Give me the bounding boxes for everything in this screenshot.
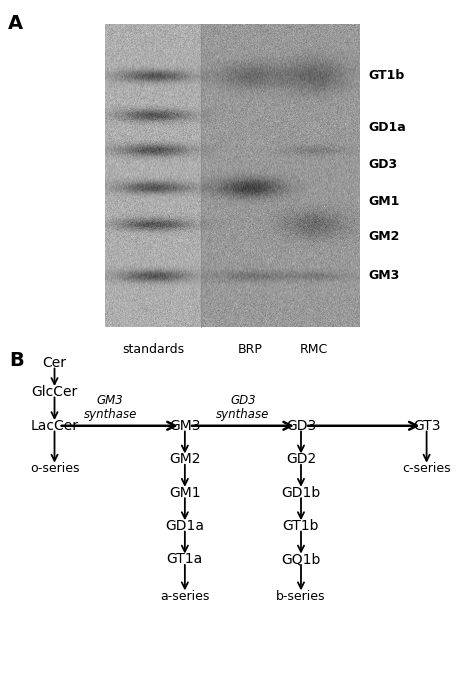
Text: GM2: GM2 <box>169 452 201 466</box>
Text: GD1a: GD1a <box>368 121 406 133</box>
Text: b-series: b-series <box>276 590 326 603</box>
Text: GM2: GM2 <box>368 230 400 243</box>
Text: GT1b: GT1b <box>283 519 319 533</box>
Text: GT3: GT3 <box>413 419 440 433</box>
Text: GlcCer: GlcCer <box>31 385 78 399</box>
Text: GM3: GM3 <box>368 269 399 282</box>
Text: o-series: o-series <box>30 462 79 475</box>
Text: GM3: GM3 <box>97 394 124 407</box>
Text: GD1a: GD1a <box>165 519 204 533</box>
Text: GM1: GM1 <box>169 486 201 499</box>
Text: A: A <box>8 14 23 33</box>
Text: synthase: synthase <box>83 408 137 420</box>
Text: GD3: GD3 <box>286 419 316 433</box>
Text: a-series: a-series <box>160 590 210 603</box>
Text: GD3: GD3 <box>368 158 397 171</box>
Text: standards: standards <box>122 343 184 356</box>
Text: Cer: Cer <box>43 356 66 369</box>
Text: GQ1b: GQ1b <box>281 552 321 566</box>
Text: LacCer: LacCer <box>30 419 79 433</box>
Text: c-series: c-series <box>402 462 451 475</box>
Text: synthase: synthase <box>216 408 270 420</box>
Text: GT1a: GT1a <box>167 552 203 566</box>
Text: GM1: GM1 <box>368 195 400 208</box>
Text: GD1b: GD1b <box>282 486 320 499</box>
Text: GM3: GM3 <box>169 419 201 433</box>
Text: GD2: GD2 <box>286 452 316 466</box>
Text: GD3: GD3 <box>230 394 256 407</box>
Text: BRP: BRP <box>238 343 263 356</box>
Text: RMC: RMC <box>300 343 328 356</box>
Text: B: B <box>9 351 24 370</box>
Text: GT1b: GT1b <box>368 69 404 83</box>
